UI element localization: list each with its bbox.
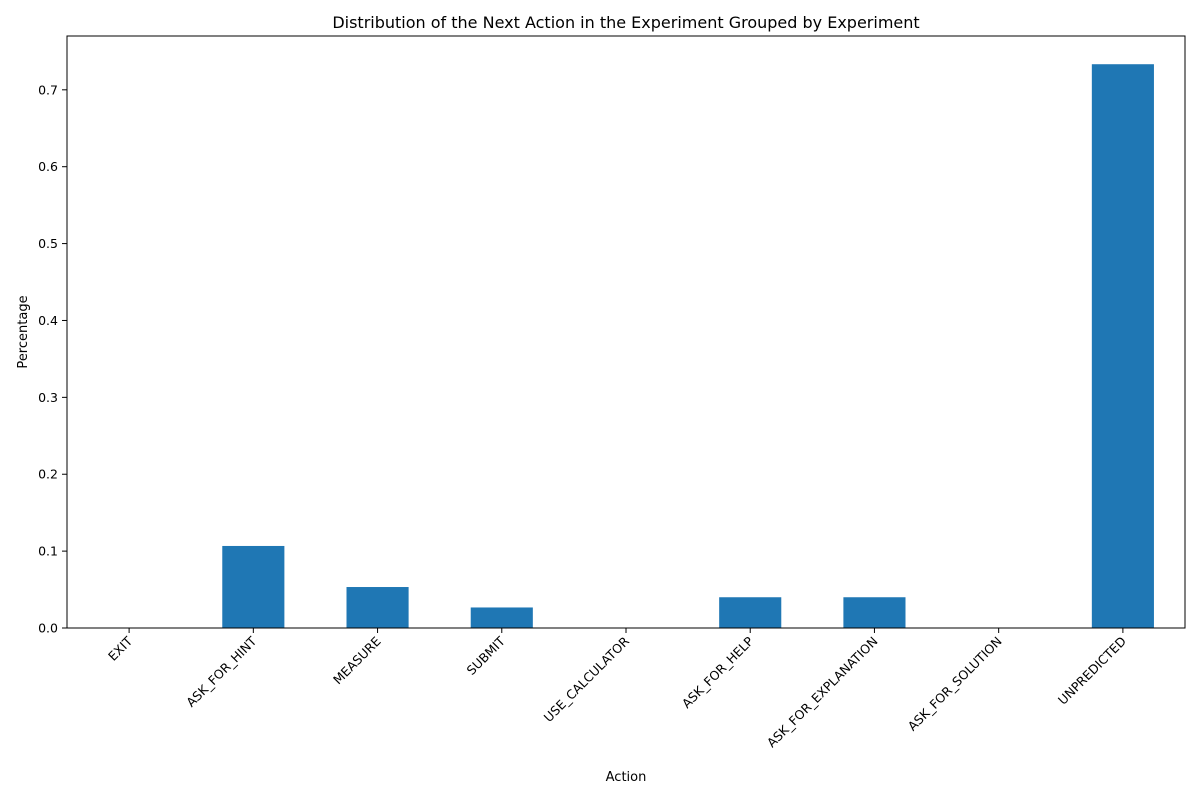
x-tick-label: ASK_FOR_HELP <box>679 633 757 711</box>
bar-ask-for-hint <box>222 545 285 628</box>
x-tick-label: ASK_FOR_EXPLANATION <box>764 634 881 751</box>
bar-ask-for-explanation <box>843 597 906 628</box>
plot-frame <box>66 35 1186 629</box>
x-tick-label: EXIT <box>105 633 136 664</box>
x-tick-label: MEASURE <box>330 633 384 687</box>
y-axis-ticks: 0.0 0.1 0.2 0.3 0.4 0.5 0.6 0.7 <box>38 82 67 636</box>
x-axis-ticks: EXIT ASK_FOR_HINT MEASURE SUBMIT USE_CALCULA… <box>105 628 1129 750</box>
x-tick-label: ASK_FOR_HINT <box>183 633 260 710</box>
y-tick-label: 0.1 <box>38 544 58 559</box>
y-tick-label: 0.6 <box>38 159 58 174</box>
chart-title: Distribution of the Next Action in the E… <box>332 13 919 32</box>
y-tick-label: 0.3 <box>38 390 58 405</box>
bar-measure <box>346 587 409 628</box>
bar-unpredicted <box>1091 64 1154 628</box>
bar-submit <box>470 607 533 628</box>
y-tick-label: 0.7 <box>38 82 58 97</box>
y-tick-label: 0.4 <box>38 313 58 328</box>
y-tick-label: 0.5 <box>38 236 58 251</box>
x-tick-label: USE_CALCULATOR <box>541 633 633 725</box>
x-axis-label: Action <box>606 770 647 785</box>
x-tick-label: UNPREDICTED <box>1055 634 1129 708</box>
y-tick-label: 0.2 <box>38 467 58 482</box>
y-axis-label: Percentage <box>16 295 31 368</box>
x-tick-label: ASK_FOR_SOLUTION <box>905 634 1005 734</box>
bars-layer <box>222 64 1154 628</box>
y-tick-label: 0.0 <box>38 621 58 636</box>
bar-ask-for-help <box>719 597 782 628</box>
x-tick-label: SUBMIT <box>464 633 509 678</box>
